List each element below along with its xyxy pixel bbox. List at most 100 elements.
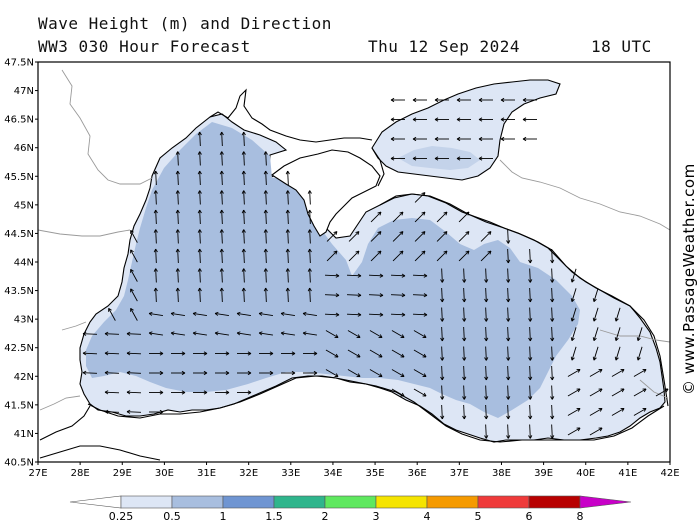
wave-arrow — [104, 390, 120, 395]
wave-arrow — [175, 170, 180, 186]
wave-arrow — [126, 331, 142, 336]
wave-arrow — [478, 117, 493, 122]
wave-arrow — [259, 351, 274, 356]
wave-arrow — [484, 385, 489, 400]
wave-arrow — [324, 312, 340, 317]
wave-arrow — [241, 170, 246, 186]
wave-arrow — [148, 311, 163, 316]
wave-arrow — [346, 273, 362, 278]
wave-arrow — [391, 369, 405, 377]
wave-arrow — [440, 346, 445, 361]
wave-arrow — [458, 211, 470, 223]
wave-arrow — [570, 346, 577, 361]
wave-arrow — [346, 293, 362, 298]
wave-arrow — [413, 349, 427, 358]
wave-arrow — [462, 326, 467, 342]
wave-arrow — [462, 385, 467, 400]
wave-arrow — [263, 268, 268, 283]
wave-arrow — [285, 248, 290, 264]
wave-arrow — [241, 268, 246, 283]
wave-direction-arrows — [82, 97, 669, 439]
country-borders — [37, 69, 671, 411]
wave-arrow — [219, 268, 224, 283]
wave-arrow — [197, 151, 202, 166]
wave-arrow — [506, 365, 511, 381]
wave-arrow — [130, 249, 138, 263]
wave-arrow — [325, 349, 339, 358]
wave-arrow — [237, 370, 252, 376]
colorbar-label: 4 — [424, 510, 431, 523]
wave-arrow — [392, 211, 404, 223]
lon-tick-label: 36E — [408, 468, 427, 479]
wave-arrow — [484, 326, 489, 342]
wave-arrow — [506, 424, 511, 439]
wave-arrow — [370, 211, 382, 223]
wave-arrow — [434, 136, 449, 142]
wave-arrow — [219, 170, 224, 186]
wave-arrow — [263, 248, 268, 264]
wave-arrow — [326, 250, 338, 262]
wave-arrow — [528, 326, 533, 342]
lat-tick-label: 46.5N — [4, 115, 34, 126]
kerch-line — [371, 147, 385, 187]
colorbar-segment — [120, 495, 173, 509]
wave-arrow — [633, 369, 647, 377]
wave-arrow — [153, 268, 158, 283]
lon-tick-label: 39E — [534, 468, 553, 479]
wave-arrow — [614, 346, 621, 361]
wave-arrow — [412, 156, 427, 161]
colorbar-label: 3 — [373, 510, 380, 523]
wave-arrow — [484, 287, 489, 303]
colorbar-segment — [375, 495, 428, 509]
wave-arrow — [82, 331, 98, 336]
wave-arrow — [550, 248, 555, 264]
lat-tick-label: 41.5N — [4, 400, 34, 411]
wave-arrow — [171, 390, 186, 395]
wave-arrow — [484, 404, 489, 420]
wave-arrow — [611, 369, 625, 377]
wave-arrow — [506, 385, 511, 400]
wave-arrow — [258, 311, 273, 316]
wave-arrow — [528, 268, 533, 283]
wave-arrow — [392, 250, 404, 262]
wave-arrow — [636, 327, 643, 342]
wave-arrow — [258, 331, 273, 336]
wave-arrow — [126, 409, 142, 414]
wave-arrow — [592, 346, 599, 361]
wave-arrow — [412, 312, 428, 317]
wave-arrow — [528, 365, 533, 381]
lon-tick-label: 35E — [366, 468, 385, 479]
wave-arrow — [82, 351, 98, 356]
wave-arrow — [348, 250, 360, 262]
wave-arrow — [130, 268, 138, 282]
wave-arrow — [550, 404, 555, 420]
lon-tick-label: 32E — [239, 468, 258, 479]
wave-arrow — [324, 293, 340, 298]
wave-arrow — [614, 307, 621, 322]
wave-arrow — [325, 330, 339, 338]
lon-tick-label: 38E — [492, 468, 511, 479]
wave-arrow — [611, 388, 625, 397]
wave-arrow — [589, 369, 603, 377]
wave-arrow — [149, 351, 164, 356]
wave-arrow — [219, 151, 224, 166]
wave-arrow — [263, 229, 268, 244]
lat-tick-label: 43.5N — [4, 286, 34, 297]
wave-arrow — [197, 209, 202, 225]
lon-tick-label: 31E — [197, 468, 216, 479]
wave-arrow — [281, 351, 296, 356]
wave-arrow — [241, 229, 246, 244]
lat-tick-label: 42.5N — [4, 343, 34, 354]
wave-arrow — [215, 370, 230, 376]
wave-arrow — [506, 229, 511, 244]
wave-arrow — [484, 424, 489, 439]
north-coast-line — [209, 88, 373, 143]
lon-tick-label: 30E — [155, 468, 174, 479]
wave-arrow — [347, 330, 361, 338]
lat-tick-label: 44.5N — [4, 229, 34, 240]
wave-arrow — [506, 268, 511, 283]
wave-arrow — [570, 327, 577, 342]
wave-arrow — [436, 231, 448, 242]
wave-arrow — [347, 369, 361, 377]
